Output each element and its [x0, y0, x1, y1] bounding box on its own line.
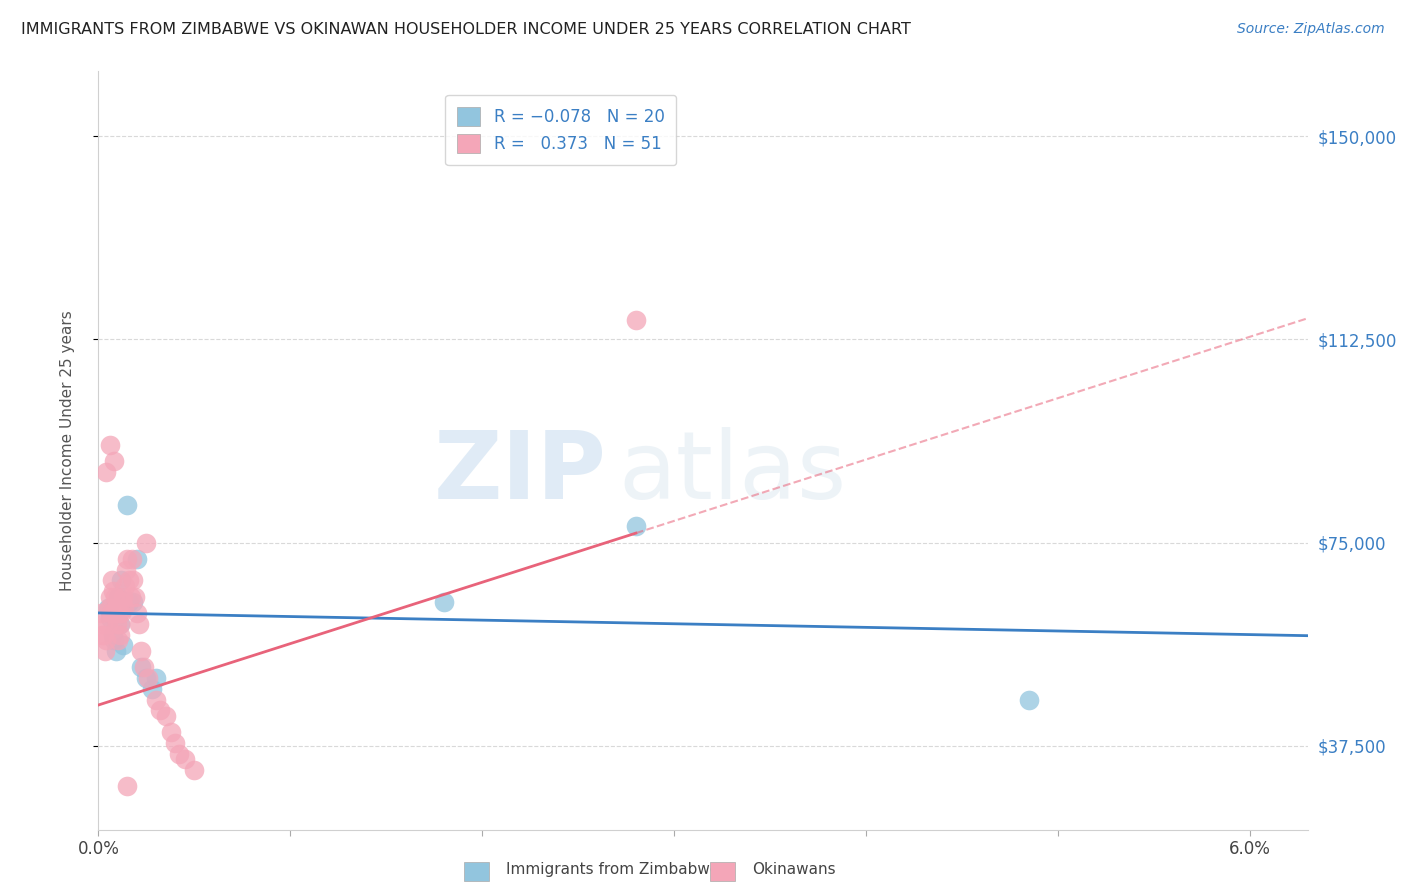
Point: [98, 600, 121, 615]
Point: [125, 551, 148, 566]
Point: [114, 579, 136, 593]
Point: [149, 703, 172, 717]
Point: [94, 465, 117, 479]
Point: [624, 519, 647, 533]
Point: [145, 692, 167, 706]
Point: [108, 616, 131, 631]
Point: [624, 313, 647, 327]
Point: [122, 595, 145, 609]
Text: ZIP: ZIP: [433, 427, 606, 519]
Point: [97, 616, 120, 631]
Point: [104, 600, 127, 615]
Point: [433, 595, 456, 609]
Point: [90, 606, 112, 620]
Point: [103, 606, 125, 620]
Point: [115, 779, 138, 793]
Text: Immigrants from Zimbabwe: Immigrants from Zimbabwe: [506, 863, 720, 877]
Point: [145, 671, 167, 685]
Point: [1018, 692, 1040, 706]
Point: [134, 660, 156, 674]
Point: [107, 590, 129, 604]
Point: [167, 747, 190, 761]
Point: [118, 595, 141, 609]
Point: [104, 644, 127, 658]
Point: [105, 616, 128, 631]
Point: [98, 611, 121, 625]
Point: [110, 574, 132, 588]
Point: [110, 606, 132, 620]
Text: Source: ZipAtlas.com: Source: ZipAtlas.com: [1237, 22, 1385, 37]
Point: [125, 606, 148, 620]
Point: [155, 708, 177, 723]
Point: [136, 671, 159, 685]
Point: [103, 454, 125, 468]
Point: [112, 639, 135, 653]
Point: [121, 551, 143, 566]
Point: [110, 627, 132, 641]
Point: [98, 590, 121, 604]
Text: atlas: atlas: [619, 427, 846, 519]
Point: [124, 590, 146, 604]
Point: [135, 671, 157, 685]
Text: Okinawans: Okinawans: [752, 863, 835, 877]
Point: [122, 574, 145, 588]
Point: [93, 627, 115, 641]
Point: [129, 660, 152, 674]
Point: [115, 551, 138, 566]
Y-axis label: Householder Income Under 25 years: Householder Income Under 25 years: [60, 310, 75, 591]
Point: [107, 633, 129, 648]
Point: [129, 644, 152, 658]
Point: [118, 574, 141, 588]
Point: [104, 590, 127, 604]
Point: [91, 627, 114, 641]
Legend: R = −0.078   N = 20, R =   0.373   N = 51: R = −0.078 N = 20, R = 0.373 N = 51: [446, 95, 676, 165]
Point: [97, 600, 120, 615]
Point: [165, 736, 187, 750]
Point: [111, 595, 134, 609]
Point: [108, 616, 131, 631]
Text: IMMIGRANTS FROM ZIMBABWE VS OKINAWAN HOUSEHOLDER INCOME UNDER 25 YEARS CORRELATI: IMMIGRANTS FROM ZIMBABWE VS OKINAWAN HOU…: [21, 22, 911, 37]
Point: [103, 633, 125, 648]
Point: [115, 563, 138, 577]
Point: [101, 627, 124, 641]
Point: [94, 633, 117, 648]
Point: [120, 590, 142, 604]
Point: [100, 606, 122, 620]
Point: [173, 752, 195, 766]
Point: [115, 498, 138, 512]
Point: [98, 438, 121, 452]
Point: [94, 644, 117, 658]
Point: [112, 600, 135, 615]
Point: [160, 725, 183, 739]
Point: [183, 763, 205, 777]
Point: [128, 616, 150, 631]
Point: [112, 590, 135, 604]
Point: [107, 606, 129, 620]
Point: [101, 574, 124, 588]
Point: [91, 616, 114, 631]
Point: [101, 584, 124, 599]
Point: [141, 681, 163, 696]
Point: [135, 535, 157, 549]
